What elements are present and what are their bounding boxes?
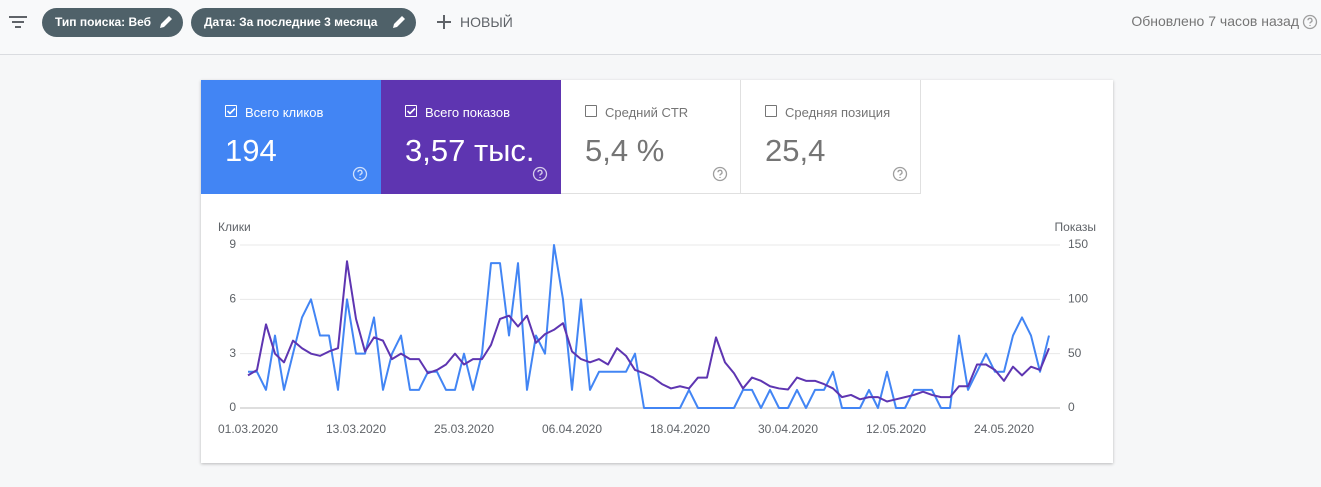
metric-tile[interactable]: Всего кликов 194 [201,80,381,194]
metric-label: Всего показов [425,105,510,120]
x-tick-label: 30.04.2020 [758,422,818,436]
edit-icon [393,16,405,28]
metric-tile[interactable]: Средний CTR 5,4 % [561,80,741,194]
help-icon [532,166,548,182]
y-tick-label: 0 [229,400,236,414]
metric-label: Всего кликов [245,105,324,120]
help-icon [712,166,728,182]
help-icon[interactable] [1302,14,1318,30]
y-tick-label: 6 [229,292,236,306]
series-line [247,260,1050,403]
y2-tick-label: 0 [1068,400,1075,414]
y2-tick-label: 100 [1068,292,1088,306]
metric-label: Средняя позиция [785,105,891,120]
x-tick-label: 18.04.2020 [650,422,710,436]
x-tick-label: 25.03.2020 [434,422,494,436]
checkbox [225,105,237,117]
x-tick-label: 06.04.2020 [542,422,602,436]
metric-value: 5,4 % [585,133,665,168]
metric-tile[interactable]: Средняя позиция 25,4 [741,80,921,194]
checkbox [405,105,417,117]
x-tick-label: 01.03.2020 [218,422,278,436]
checkbox [585,105,597,117]
y2-tick-label: 50 [1068,346,1082,360]
chip-label: Дата: За последние 3 месяца [204,15,378,29]
metric-value: 25,4 [765,133,826,168]
metric-value: 194 [225,133,277,168]
top-bar: Тип поиска: Веб Дата: За последние 3 мес… [0,0,1321,55]
y-axis-title: Клики [218,220,251,234]
performance-card: Клики Показы 0 3 6 9 0 50 100 150 01.03.2020 13.0… [201,80,1113,463]
new-label: НОВЫЙ [460,14,513,30]
y-tick-label: 3 [229,346,236,360]
series-line [248,244,1050,409]
checkbox [765,105,777,117]
help-icon [352,166,368,182]
plus-icon [437,15,451,29]
x-tick-label: 12.05.2020 [866,422,926,436]
search-type-chip[interactable]: Тип поиска: Веб [42,8,183,37]
metric-label: Средний CTR [605,105,689,120]
metric-tile[interactable]: Всего показов 3,57 тыс. [381,80,561,194]
y2-axis-title: Показы [1055,220,1096,234]
help-icon [892,166,908,182]
y2-tick-label: 150 [1068,237,1088,251]
new-button[interactable]: НОВЫЙ [436,12,513,32]
y-tick-label: 9 [229,237,236,251]
edit-icon [160,16,172,28]
x-tick-label: 24.05.2020 [974,422,1034,436]
metric-value: 3,57 тыс. [405,133,535,168]
updated-text: Обновлено 7 часов назад [1131,13,1299,29]
filter-icon[interactable] [8,14,28,30]
x-tick-label: 13.03.2020 [326,422,386,436]
chip-label: Тип поиска: Веб [55,15,152,29]
date-chip[interactable]: Дата: За последние 3 месяца [191,8,416,37]
chart: Клики Показы 0 3 6 9 0 50 100 150 01.03.2020 13.0… [218,220,1096,436]
